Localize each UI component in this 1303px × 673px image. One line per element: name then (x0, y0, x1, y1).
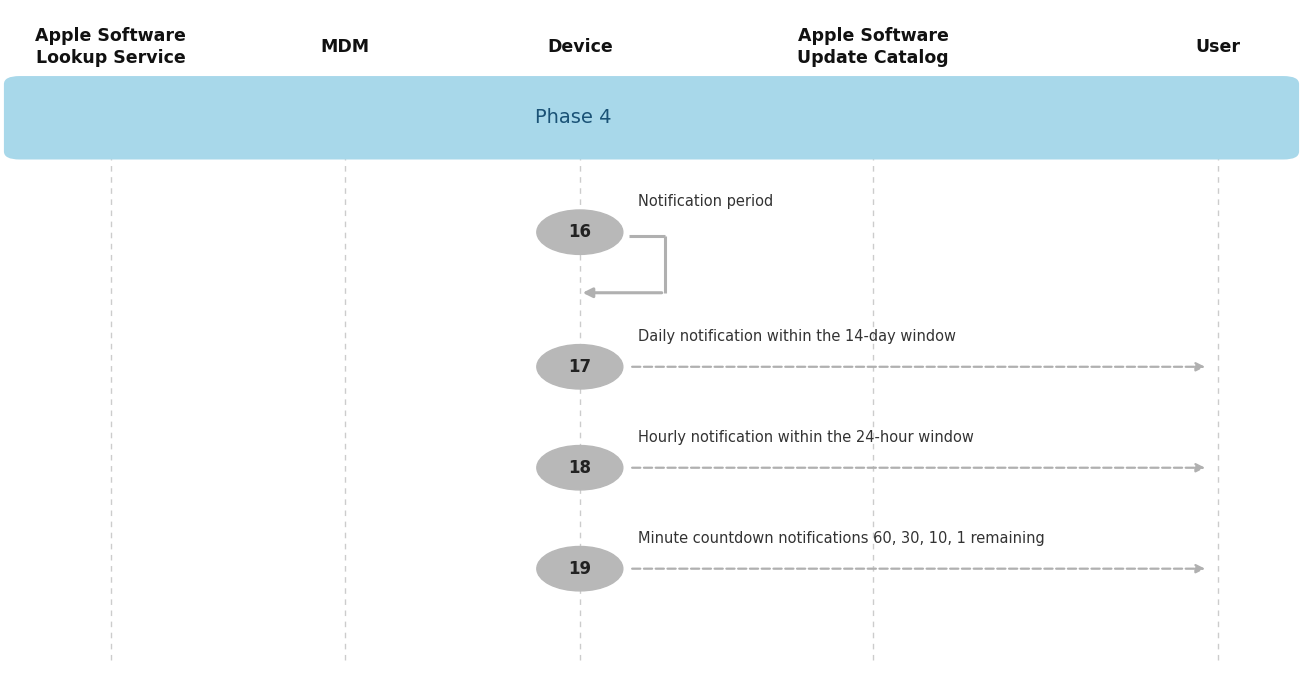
Text: MDM: MDM (321, 38, 370, 56)
Text: Hourly notification within the 24-hour window: Hourly notification within the 24-hour w… (638, 430, 975, 445)
Circle shape (537, 210, 623, 254)
Text: User: User (1196, 38, 1240, 56)
Text: Device: Device (547, 38, 612, 56)
Text: 17: 17 (568, 358, 592, 376)
Text: Notification period: Notification period (638, 194, 774, 209)
Text: Phase 4: Phase 4 (536, 108, 611, 127)
Text: Apple Software
Lookup Service: Apple Software Lookup Service (35, 27, 186, 67)
Text: Daily notification within the 14-day window: Daily notification within the 14-day win… (638, 329, 956, 344)
FancyBboxPatch shape (4, 76, 1299, 160)
Text: 19: 19 (568, 560, 592, 577)
Circle shape (537, 345, 623, 389)
Text: Minute countdown notifications 60, 30, 10, 1 remaining: Minute countdown notifications 60, 30, 1… (638, 531, 1045, 546)
Circle shape (537, 546, 623, 591)
Circle shape (537, 446, 623, 490)
Text: Apple Software
Update Catalog: Apple Software Update Catalog (797, 27, 949, 67)
Text: 16: 16 (568, 223, 592, 241)
Text: 18: 18 (568, 459, 592, 476)
